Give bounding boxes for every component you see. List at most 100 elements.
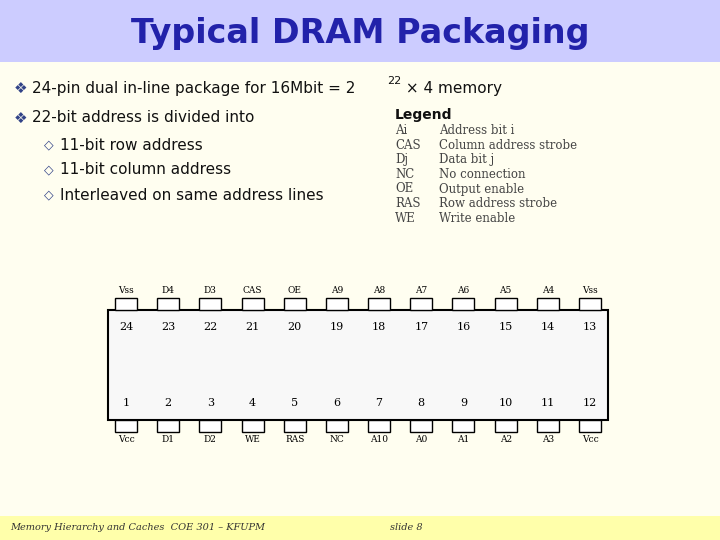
Text: 10: 10 — [498, 398, 513, 408]
Text: 19: 19 — [330, 322, 344, 332]
Text: 1: 1 — [122, 398, 130, 408]
Text: A4: A4 — [541, 286, 554, 295]
Text: CAS: CAS — [243, 286, 262, 295]
Bar — [157, 420, 179, 432]
Text: Legend: Legend — [395, 108, 452, 122]
Bar — [241, 420, 264, 432]
Text: RAS: RAS — [285, 435, 305, 444]
Bar — [368, 298, 390, 310]
Text: 9: 9 — [460, 398, 467, 408]
Text: 24: 24 — [119, 322, 133, 332]
Text: A0: A0 — [415, 435, 428, 444]
Text: NC: NC — [330, 435, 344, 444]
Text: 18: 18 — [372, 322, 386, 332]
Bar — [452, 420, 474, 432]
Text: 22: 22 — [387, 76, 401, 86]
Text: slide 8: slide 8 — [390, 523, 423, 532]
Text: CAS: CAS — [395, 139, 420, 152]
Text: 15: 15 — [498, 322, 513, 332]
Text: A9: A9 — [330, 286, 343, 295]
Bar — [108, 310, 608, 420]
Text: 17: 17 — [414, 322, 428, 332]
Text: D1: D1 — [162, 435, 175, 444]
Text: Column address strobe: Column address strobe — [439, 139, 577, 152]
Text: ❖: ❖ — [14, 80, 27, 96]
Text: A7: A7 — [415, 286, 428, 295]
Text: RAS: RAS — [395, 197, 420, 210]
Text: Dj: Dj — [395, 153, 408, 166]
Text: 4: 4 — [249, 398, 256, 408]
Text: 3: 3 — [207, 398, 214, 408]
Text: A3: A3 — [541, 435, 554, 444]
Text: 6: 6 — [333, 398, 341, 408]
Text: Vss: Vss — [118, 286, 134, 295]
Bar — [495, 298, 517, 310]
Text: OE: OE — [288, 286, 302, 295]
Text: D2: D2 — [204, 435, 217, 444]
Bar — [199, 420, 221, 432]
Text: A1: A1 — [457, 435, 469, 444]
Text: Ai: Ai — [395, 125, 408, 138]
Text: 11: 11 — [541, 398, 555, 408]
Text: NC: NC — [395, 168, 414, 181]
Text: Vcc: Vcc — [117, 435, 135, 444]
Text: A2: A2 — [500, 435, 512, 444]
Bar — [115, 298, 137, 310]
Text: 20: 20 — [287, 322, 302, 332]
Text: 14: 14 — [541, 322, 555, 332]
Bar — [452, 298, 474, 310]
Bar — [579, 420, 601, 432]
Text: Memory Hierarchy and Caches  COE 301 – KFUPM: Memory Hierarchy and Caches COE 301 – KF… — [10, 523, 265, 532]
Text: 7: 7 — [376, 398, 382, 408]
Bar — [115, 420, 137, 432]
Text: × 4 memory: × 4 memory — [401, 80, 502, 96]
Text: 11-bit row address: 11-bit row address — [60, 138, 203, 152]
Bar — [284, 420, 306, 432]
Text: D3: D3 — [204, 286, 217, 295]
Bar — [495, 420, 517, 432]
Bar — [537, 420, 559, 432]
Bar — [537, 298, 559, 310]
Text: WE: WE — [245, 435, 261, 444]
Text: Interleaved on same address lines: Interleaved on same address lines — [60, 187, 323, 202]
Text: 11-bit column address: 11-bit column address — [60, 163, 231, 178]
Bar — [199, 298, 221, 310]
Text: OE: OE — [395, 183, 413, 195]
Text: No connection: No connection — [439, 168, 526, 181]
Text: Address bit i: Address bit i — [439, 125, 514, 138]
Bar — [0, 516, 720, 540]
Text: 2: 2 — [165, 398, 172, 408]
Text: Output enable: Output enable — [439, 183, 524, 195]
Text: 16: 16 — [456, 322, 471, 332]
Text: Write enable: Write enable — [439, 212, 516, 225]
Text: Row address strobe: Row address strobe — [439, 197, 557, 210]
Text: A10: A10 — [370, 435, 388, 444]
Bar — [326, 298, 348, 310]
Bar — [579, 298, 601, 310]
Text: Vss: Vss — [582, 286, 598, 295]
Text: Typical DRAM Packaging: Typical DRAM Packaging — [131, 17, 589, 51]
Text: 23: 23 — [161, 322, 175, 332]
Text: ◇: ◇ — [44, 138, 53, 152]
Text: A5: A5 — [500, 286, 512, 295]
Text: 12: 12 — [583, 398, 597, 408]
Text: A6: A6 — [457, 286, 469, 295]
Bar — [326, 420, 348, 432]
Bar — [241, 298, 264, 310]
Bar — [368, 420, 390, 432]
Text: ❖: ❖ — [14, 111, 27, 125]
Bar — [410, 420, 432, 432]
Text: 5: 5 — [291, 398, 298, 408]
Bar — [284, 298, 306, 310]
Text: Vcc: Vcc — [582, 435, 598, 444]
Text: D4: D4 — [162, 286, 175, 295]
Text: ◇: ◇ — [44, 164, 53, 177]
Text: 13: 13 — [583, 322, 597, 332]
Text: 8: 8 — [418, 398, 425, 408]
Text: ◇: ◇ — [44, 188, 53, 201]
Text: WE: WE — [395, 212, 415, 225]
Bar — [410, 298, 432, 310]
Bar — [157, 298, 179, 310]
Text: 22-bit address is divided into: 22-bit address is divided into — [32, 111, 254, 125]
Text: 24-pin dual in-line package for 16Mbit = 2: 24-pin dual in-line package for 16Mbit =… — [32, 80, 356, 96]
